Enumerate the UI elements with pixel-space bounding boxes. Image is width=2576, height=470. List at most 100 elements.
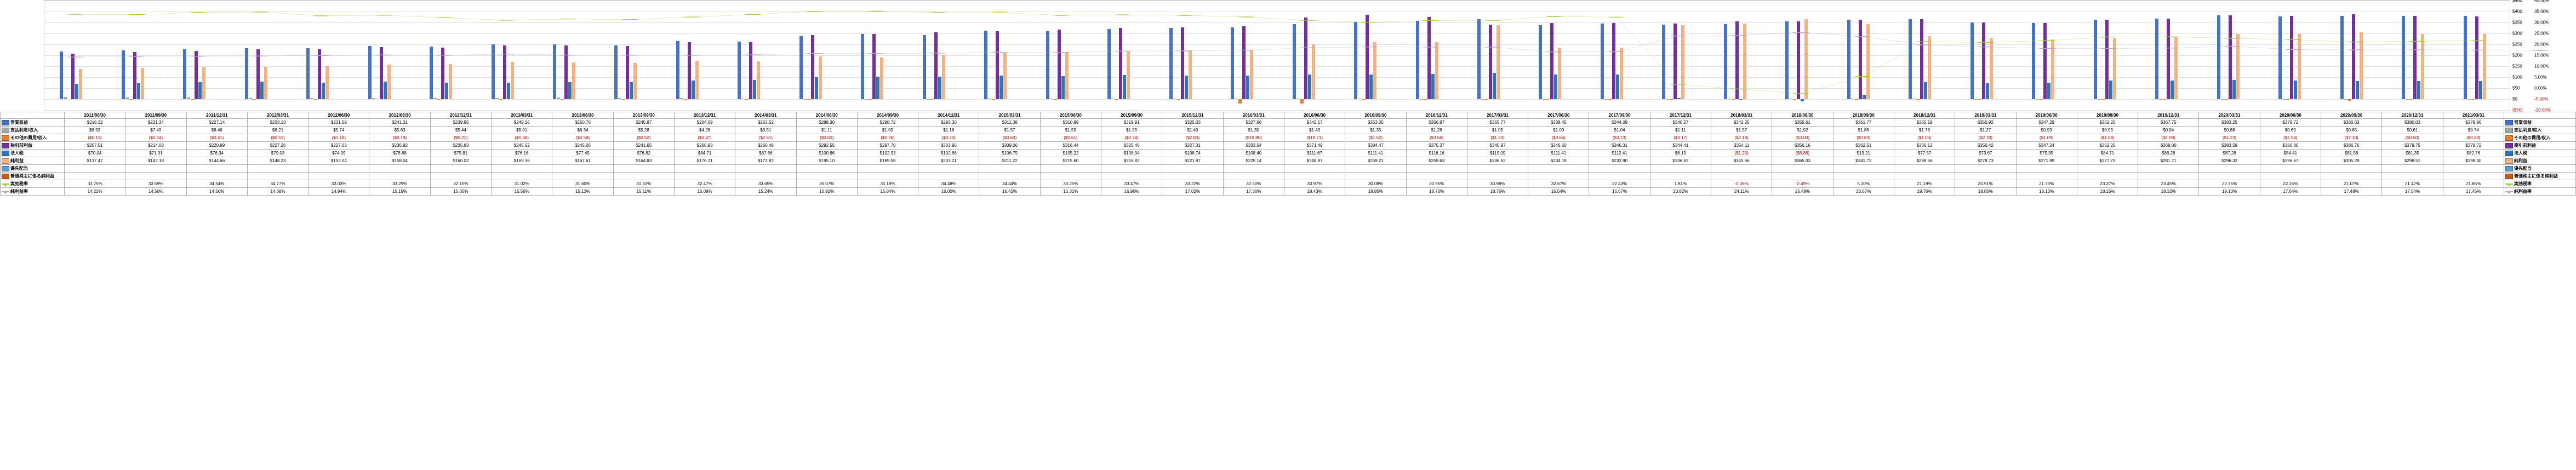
- period-header: 2015/06/30: [1040, 112, 1101, 119]
- cell: 30.97%: [1284, 180, 1345, 188]
- cell: ($0.63): [979, 134, 1040, 142]
- cell: -2.49%: [1772, 180, 1833, 188]
- cell: $336.62: [1650, 157, 1711, 165]
- cell: $327.31: [1162, 142, 1223, 150]
- metric-label-revenue: 営業収益: [1, 119, 65, 127]
- cell: 1.81%: [1650, 180, 1711, 188]
- cell: 30.98%: [1467, 180, 1528, 188]
- cell: $77.45: [552, 150, 613, 157]
- cell: $71.91: [125, 150, 186, 157]
- cell: $354.11: [1711, 142, 1772, 150]
- cell: ($0.41): [186, 134, 247, 142]
- cell: 23.37%: [2077, 180, 2138, 188]
- cell: $311.38: [979, 119, 1040, 127]
- cell: ($0.21): [430, 134, 491, 142]
- cell: $350.92: [1955, 119, 2016, 127]
- cell: ($3.17): [1650, 134, 1711, 142]
- cell: $234.18: [1528, 157, 1589, 165]
- cell: [1772, 173, 1833, 180]
- cell: $215.60: [1040, 157, 1101, 165]
- cell: $5.63: [369, 127, 430, 134]
- metric-label-eff_tax: 実効税率: [1, 180, 65, 188]
- cell: $347.24: [2016, 142, 2077, 150]
- cell: $298.72: [857, 119, 918, 127]
- cell: $383.59: [2199, 142, 2260, 150]
- cell: $5.28: [613, 127, 674, 134]
- period-header: 2018/03/31: [1711, 112, 1772, 119]
- cell: $75.81: [430, 150, 491, 157]
- cell: $1.88: [1833, 127, 1894, 134]
- cell: ($2.83): [1162, 134, 1223, 142]
- cell: $305.29: [2321, 157, 2381, 165]
- cell: [186, 173, 247, 180]
- cell: 14.22%: [65, 188, 125, 196]
- cell: $367.75: [2138, 119, 2199, 127]
- period-header: 2014/03/31: [735, 112, 796, 119]
- period-header: 2015/12/31: [1162, 112, 1223, 119]
- cell: $8.93: [65, 127, 125, 134]
- cell: [1040, 173, 1101, 180]
- cell: $293.30: [918, 119, 979, 127]
- cell: 15.05%: [430, 188, 491, 196]
- cell: $336.62: [1467, 157, 1528, 165]
- cell: 31.33%: [613, 180, 674, 188]
- cell: ($0.38): [492, 134, 552, 142]
- cell: [1894, 173, 1955, 180]
- cell: [796, 173, 857, 180]
- cell: $172.82: [735, 157, 796, 165]
- cell: $79.03: [247, 150, 308, 157]
- cell: 32.67%: [1528, 180, 1589, 188]
- cell: $116.16: [1406, 150, 1467, 157]
- cell: [1711, 165, 1772, 173]
- cell: $365.19: [1894, 119, 1955, 127]
- cell: $207.51: [65, 142, 125, 150]
- cell: $346.60: [1528, 142, 1589, 150]
- cell: $366.13: [1894, 142, 1955, 150]
- cell: $1.57: [1711, 127, 1772, 134]
- cell: $1.26: [1406, 127, 1467, 134]
- cell: 14.68%: [247, 188, 308, 196]
- cell: [430, 165, 491, 173]
- cell: [979, 173, 1040, 180]
- cell: 15.92%: [796, 188, 857, 196]
- cell: $3.51: [735, 127, 796, 134]
- cell: 22.75%: [2199, 180, 2260, 188]
- cell: $1.16: [918, 127, 979, 134]
- cell: [2260, 165, 2321, 173]
- cell: -0.36%: [1711, 180, 1772, 188]
- cell: [613, 173, 674, 180]
- cell: $158.04: [369, 157, 430, 165]
- period-header: 2017/06/30: [1528, 112, 1589, 119]
- cell: [1101, 173, 1162, 180]
- cell: $216.32: [65, 119, 125, 127]
- cell: $108.74: [1162, 150, 1223, 157]
- cell: ($0.83): [1833, 134, 1894, 142]
- cell: $384.47: [1345, 142, 1406, 150]
- cell: $216.82: [1101, 157, 1162, 165]
- period-header: 2013/06/30: [552, 112, 613, 119]
- cell: $0.94: [2138, 127, 2199, 134]
- cell: $76.82: [613, 150, 674, 157]
- cell: ($1.05): [1894, 134, 1955, 142]
- cell: ($1.09): [2138, 134, 2199, 142]
- cell: 34.44%: [979, 180, 1040, 188]
- period-header: 2012/03/31: [247, 112, 308, 119]
- cell: $356.87: [1406, 119, 1467, 127]
- cell: $378.72: [2443, 142, 2504, 150]
- cell: $342.17: [1284, 119, 1345, 127]
- cell: $296.32: [2199, 157, 2260, 165]
- cell: $7.49: [125, 127, 186, 134]
- cell: $214.08: [125, 142, 186, 150]
- cell: $76.34: [186, 150, 247, 157]
- cell: [613, 165, 674, 173]
- period-header: 2013/09/30: [613, 112, 674, 119]
- period-header: 2017/09/30: [1589, 112, 1650, 119]
- cell: $1.00: [1528, 127, 1589, 134]
- cell: $1.04: [1589, 127, 1650, 134]
- cell: [1467, 165, 1528, 173]
- cell: $355.61: [1772, 119, 1833, 127]
- cell: $76.16: [492, 150, 552, 157]
- metric-label-pretax: 税引前利益: [1, 142, 65, 150]
- cell: $111.41: [1528, 150, 1589, 157]
- cell: [2138, 165, 2199, 173]
